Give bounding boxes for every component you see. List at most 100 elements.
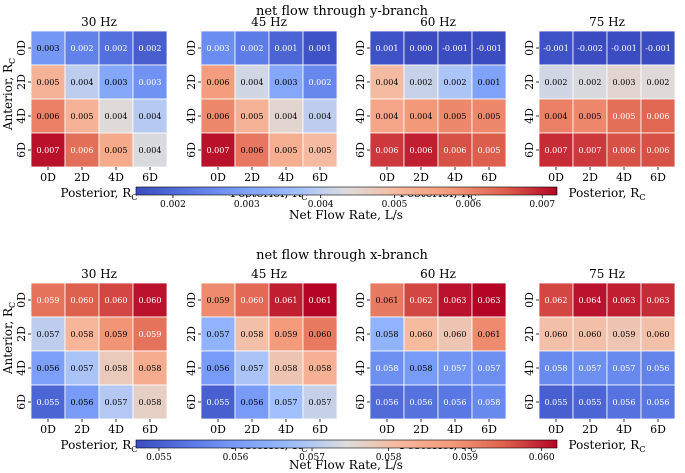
y-tick-label: 2D bbox=[185, 74, 198, 90]
cell-value-label: 0.001 bbox=[478, 78, 501, 87]
cell-value-label: 0.004 bbox=[545, 112, 568, 121]
y-tick-label: 0D bbox=[523, 292, 536, 308]
cell-value-label: 0.057 bbox=[207, 330, 230, 339]
cell-value-label: 0.058 bbox=[71, 330, 94, 339]
heatmap-cell bbox=[64, 316, 100, 352]
cell-value-label: 0.004 bbox=[275, 112, 298, 121]
heatmap-cell bbox=[98, 282, 134, 318]
heatmap-cell bbox=[538, 98, 574, 134]
x-tick-label: 4D bbox=[108, 423, 124, 436]
y-tick-label: 6D bbox=[185, 142, 198, 158]
cell-value-label: 0.061 bbox=[376, 296, 399, 305]
heatmap-cell bbox=[98, 64, 134, 100]
x-tick-label: 4D bbox=[278, 171, 294, 184]
cell-value-label: 0.059 bbox=[37, 296, 60, 305]
heatmap-cell bbox=[302, 30, 338, 66]
heatmap-cell bbox=[606, 384, 642, 420]
colorbar-gradient bbox=[135, 439, 558, 449]
colorbar-gradient bbox=[135, 186, 558, 196]
x-tick-label: 4D bbox=[447, 423, 463, 436]
heatmap-cell bbox=[302, 316, 338, 352]
cell-value-label: 0.063 bbox=[444, 296, 467, 305]
cell-value-label: 0.064 bbox=[579, 296, 602, 305]
cell-value-label: 0.057 bbox=[71, 364, 94, 373]
cell-value-label: 0.006 bbox=[207, 78, 230, 87]
colorbar-label-x-branch: Net Flow Rate, L/s bbox=[289, 458, 403, 472]
colorbar-tick-label: 0.057 bbox=[299, 453, 325, 463]
colorbar-tick-label: 0.056 bbox=[223, 453, 249, 463]
cell-value-label: 0.007 bbox=[207, 146, 230, 155]
heatmap-cell bbox=[606, 316, 642, 352]
y-axis-label-x-branch: Anterior, RC bbox=[1, 302, 17, 375]
cell-value-label: 0.060 bbox=[579, 330, 602, 339]
cell-value-label: 0.060 bbox=[309, 330, 332, 339]
heatmap-cell bbox=[606, 282, 642, 318]
cell-value-label: 0.060 bbox=[71, 296, 94, 305]
heatmap-cell bbox=[640, 282, 676, 318]
heatmap-cell bbox=[234, 350, 270, 386]
x-tick-label: 0D bbox=[548, 171, 564, 184]
heatmap-cell bbox=[98, 98, 134, 134]
cell-value-label: -0.001 bbox=[476, 44, 502, 53]
y-tick-label: 6D bbox=[523, 394, 536, 410]
cell-value-label: 0.056 bbox=[207, 364, 230, 373]
y-tick-label: 6D bbox=[523, 142, 536, 158]
colorbar-x-branch: 0.055 0.056 0.057 0.058 0.059 0.060 Net Flow … bbox=[135, 439, 558, 472]
heatmap-cell bbox=[403, 30, 439, 66]
cell-value-label: 0.006 bbox=[613, 146, 636, 155]
panel-title: 60 Hz bbox=[420, 267, 456, 281]
panel-45-hz: 45 Hz 0.059 0.060 0.061 0.061 0.057 0.058 0.059… bbox=[185, 267, 338, 454]
heatmap-cell bbox=[302, 64, 338, 100]
heatmap-cell bbox=[471, 282, 507, 318]
panel-title: 60 Hz bbox=[420, 15, 456, 29]
cell-value-label: 0.004 bbox=[105, 112, 128, 121]
panel-30-hz: 30 Hz 0.003 0.002 0.002 0.002 0.005 0.004 0.003… bbox=[15, 15, 168, 202]
heatmap-cell bbox=[132, 132, 168, 168]
x-tick-label: 6D bbox=[650, 171, 666, 184]
heatmap-cell bbox=[302, 98, 338, 134]
x-tick-label: 4D bbox=[447, 171, 463, 184]
heatmap-cell bbox=[234, 132, 270, 168]
cell-value-label: -0.001 bbox=[645, 44, 671, 53]
panels-x-branch: 30 Hz 0.059 0.060 0.060 0.060 0.057 0.058 0.059… bbox=[15, 267, 676, 454]
heatmap-cell bbox=[471, 316, 507, 352]
heatmap-cell bbox=[538, 132, 574, 168]
y-tick-label: 6D bbox=[15, 394, 28, 410]
heatmap-cell bbox=[640, 350, 676, 386]
cell-value-label: 0.061 bbox=[309, 296, 332, 305]
heatmap-cell bbox=[200, 98, 236, 134]
heatmap-cell bbox=[234, 98, 270, 134]
heatmap-cell bbox=[98, 384, 134, 420]
cell-value-label: 0.006 bbox=[241, 146, 264, 155]
cell-value-label: 0.055 bbox=[545, 398, 568, 407]
x-tick-label: 6D bbox=[142, 423, 158, 436]
cell-value-label: 0.062 bbox=[410, 296, 433, 305]
cell-value-label: 0.003 bbox=[613, 78, 636, 87]
cell-value-label: 0.063 bbox=[647, 296, 670, 305]
x-tick-label: 6D bbox=[650, 423, 666, 436]
heatmap-cell bbox=[403, 350, 439, 386]
colorbar-ticks: 0.002 0.003 0.004 0.005 0.006 0.007 bbox=[160, 195, 555, 210]
x-tick-label: 4D bbox=[616, 171, 632, 184]
colorbar-ticks: 0.055 0.056 0.057 0.058 0.059 0.060 bbox=[146, 448, 555, 463]
heatmap-cell bbox=[234, 64, 270, 100]
heatmap-cell bbox=[403, 132, 439, 168]
section-title-y-branch: net flow through y-branch bbox=[256, 4, 429, 19]
cell-value-label: 0.005 bbox=[478, 112, 501, 121]
cell-value-label: 0.005 bbox=[579, 112, 602, 121]
cell-value-label: 0.058 bbox=[139, 398, 162, 407]
y-tick-label: 2D bbox=[354, 74, 367, 90]
cell-value-label: 0.006 bbox=[207, 112, 230, 121]
panel-title: 75 Hz bbox=[589, 15, 625, 29]
y-tick-label: 6D bbox=[354, 142, 367, 158]
cell-value-label: 0.057 bbox=[579, 364, 602, 373]
heatmap-cell bbox=[268, 350, 304, 386]
cell-value-label: 0.005 bbox=[613, 112, 636, 121]
panel-30-hz: 30 Hz 0.059 0.060 0.060 0.060 0.057 0.058 0.059… bbox=[15, 267, 168, 454]
cell-value-label: 0.056 bbox=[647, 364, 670, 373]
x-tick-label: 0D bbox=[210, 423, 226, 436]
y-axis-label-y-branch: Anterior, RC bbox=[1, 58, 17, 131]
cell-value-label: 0.059 bbox=[139, 330, 162, 339]
panel-title: 30 Hz bbox=[81, 267, 117, 281]
cell-value-label: -0.001 bbox=[543, 44, 569, 53]
